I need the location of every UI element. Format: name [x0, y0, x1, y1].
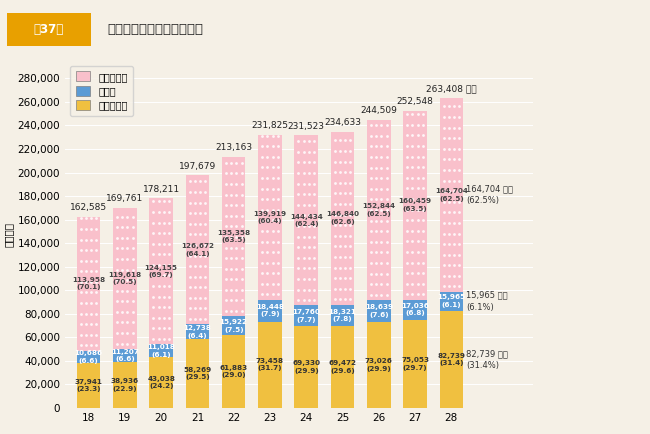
Bar — [77, 351, 100, 363]
Text: 18,639
(7.6): 18,639 (7.6) — [365, 304, 393, 318]
Text: 213,163: 213,163 — [215, 143, 252, 152]
Bar — [258, 322, 281, 408]
Bar — [150, 344, 173, 357]
Bar — [113, 362, 136, 408]
Text: 75,053
(29.7): 75,053 (29.7) — [401, 357, 429, 371]
Text: 17,760
(7.7): 17,760 (7.7) — [292, 309, 320, 322]
Text: 146,840
(62.6): 146,840 (62.6) — [326, 211, 359, 225]
Text: 139,919
(60.4): 139,919 (60.4) — [254, 210, 287, 224]
Text: 244,509: 244,509 — [360, 106, 397, 115]
Text: 231,523: 231,523 — [288, 122, 325, 131]
Bar — [150, 198, 173, 344]
Text: 263,408 億円: 263,408 億円 — [426, 84, 476, 93]
Text: 民生費の財源構成比の推移: 民生費の財源構成比の推移 — [107, 23, 203, 36]
Bar — [294, 326, 318, 408]
Text: 12,738
(6.4): 12,738 (6.4) — [183, 325, 211, 339]
Text: 82,739
(31.4): 82,739 (31.4) — [437, 352, 465, 366]
Text: 160,459
(63.5): 160,459 (63.5) — [398, 198, 432, 212]
Bar — [403, 319, 427, 408]
Bar — [367, 322, 391, 408]
Text: 10,686
(6.6): 10,686 (6.6) — [75, 350, 103, 364]
Text: 17,036
(6.8): 17,036 (6.8) — [401, 303, 429, 316]
Text: 38,936
(22.9): 38,936 (22.9) — [111, 378, 139, 392]
Text: 164,704 億円
(62.5%): 164,704 億円 (62.5%) — [466, 184, 513, 205]
Bar — [258, 300, 281, 322]
Bar — [331, 305, 354, 326]
Bar — [222, 335, 246, 408]
Bar — [150, 357, 173, 408]
Bar — [367, 300, 391, 322]
Text: 37,941
(23.3): 37,941 (23.3) — [75, 379, 103, 392]
Text: 126,672
(64.1): 126,672 (64.1) — [181, 243, 214, 256]
Text: 61,883
(29.0): 61,883 (29.0) — [220, 365, 248, 378]
Text: 124,155
(69.7): 124,155 (69.7) — [145, 265, 177, 278]
Text: 11,207
(6.6): 11,207 (6.6) — [111, 349, 138, 362]
Text: 144,434
(62.4): 144,434 (62.4) — [290, 214, 322, 227]
Text: 15,965 億円
(6.1%): 15,965 億円 (6.1%) — [466, 291, 508, 312]
Text: 169,761: 169,761 — [106, 194, 144, 204]
Text: 152,844
(62.5): 152,844 (62.5) — [362, 204, 395, 217]
Bar — [403, 111, 427, 299]
Text: 18,448
(7.9): 18,448 (7.9) — [256, 304, 284, 317]
Text: 73,026
(29.9): 73,026 (29.9) — [365, 358, 393, 372]
Bar — [113, 349, 136, 362]
Bar — [294, 306, 318, 326]
Bar — [186, 339, 209, 408]
Bar — [331, 326, 354, 408]
Text: 82,739 億円
(31.4%): 82,739 億円 (31.4%) — [466, 349, 508, 370]
Text: 15,965
(6.1): 15,965 (6.1) — [437, 294, 465, 308]
Text: 197,679: 197,679 — [179, 161, 216, 171]
Text: 笩37図: 笩37図 — [34, 23, 64, 36]
Text: 69,330
(29.9): 69,330 (29.9) — [292, 360, 320, 374]
Text: 113,958
(70.1): 113,958 (70.1) — [72, 277, 105, 290]
Bar — [77, 363, 100, 408]
Bar — [439, 311, 463, 408]
Bar — [367, 120, 391, 300]
Text: 119,618
(70.5): 119,618 (70.5) — [109, 272, 142, 285]
Text: 73,458
(31.7): 73,458 (31.7) — [256, 358, 284, 372]
Bar — [331, 132, 354, 305]
Bar — [258, 135, 281, 300]
Text: 58,269
(29.5): 58,269 (29.5) — [183, 367, 211, 381]
Text: 231,825: 231,825 — [252, 122, 289, 130]
Text: 43,038
(24.2): 43,038 (24.2) — [147, 376, 175, 389]
Bar — [222, 316, 246, 335]
Bar — [294, 135, 318, 306]
Text: 11,018
(6.1): 11,018 (6.1) — [147, 344, 175, 358]
Text: 234,633: 234,633 — [324, 118, 361, 127]
Text: 252,548: 252,548 — [396, 97, 434, 106]
Bar — [113, 208, 136, 349]
Legend: 一般財源等, その他, 国庫支出金: 一般財源等, その他, 国庫支出金 — [70, 66, 133, 116]
Bar — [186, 175, 209, 324]
Text: 18,321
(7.8): 18,321 (7.8) — [329, 309, 356, 322]
Bar — [186, 324, 209, 339]
Text: 162,585: 162,585 — [70, 203, 107, 212]
Bar — [403, 299, 427, 319]
Text: 178,211: 178,211 — [142, 184, 179, 194]
Text: 164,704
(62.5): 164,704 (62.5) — [435, 188, 468, 202]
Bar — [222, 157, 246, 316]
Bar — [439, 98, 463, 292]
Text: 15,922
(7.5): 15,922 (7.5) — [220, 319, 248, 332]
Text: 69,472
(29.6): 69,472 (29.6) — [328, 360, 357, 374]
Text: 135,358
(63.5): 135,358 (63.5) — [217, 230, 250, 243]
Bar — [439, 292, 463, 311]
Y-axis label: （億円）: （億円） — [3, 222, 14, 247]
Bar — [77, 217, 100, 351]
